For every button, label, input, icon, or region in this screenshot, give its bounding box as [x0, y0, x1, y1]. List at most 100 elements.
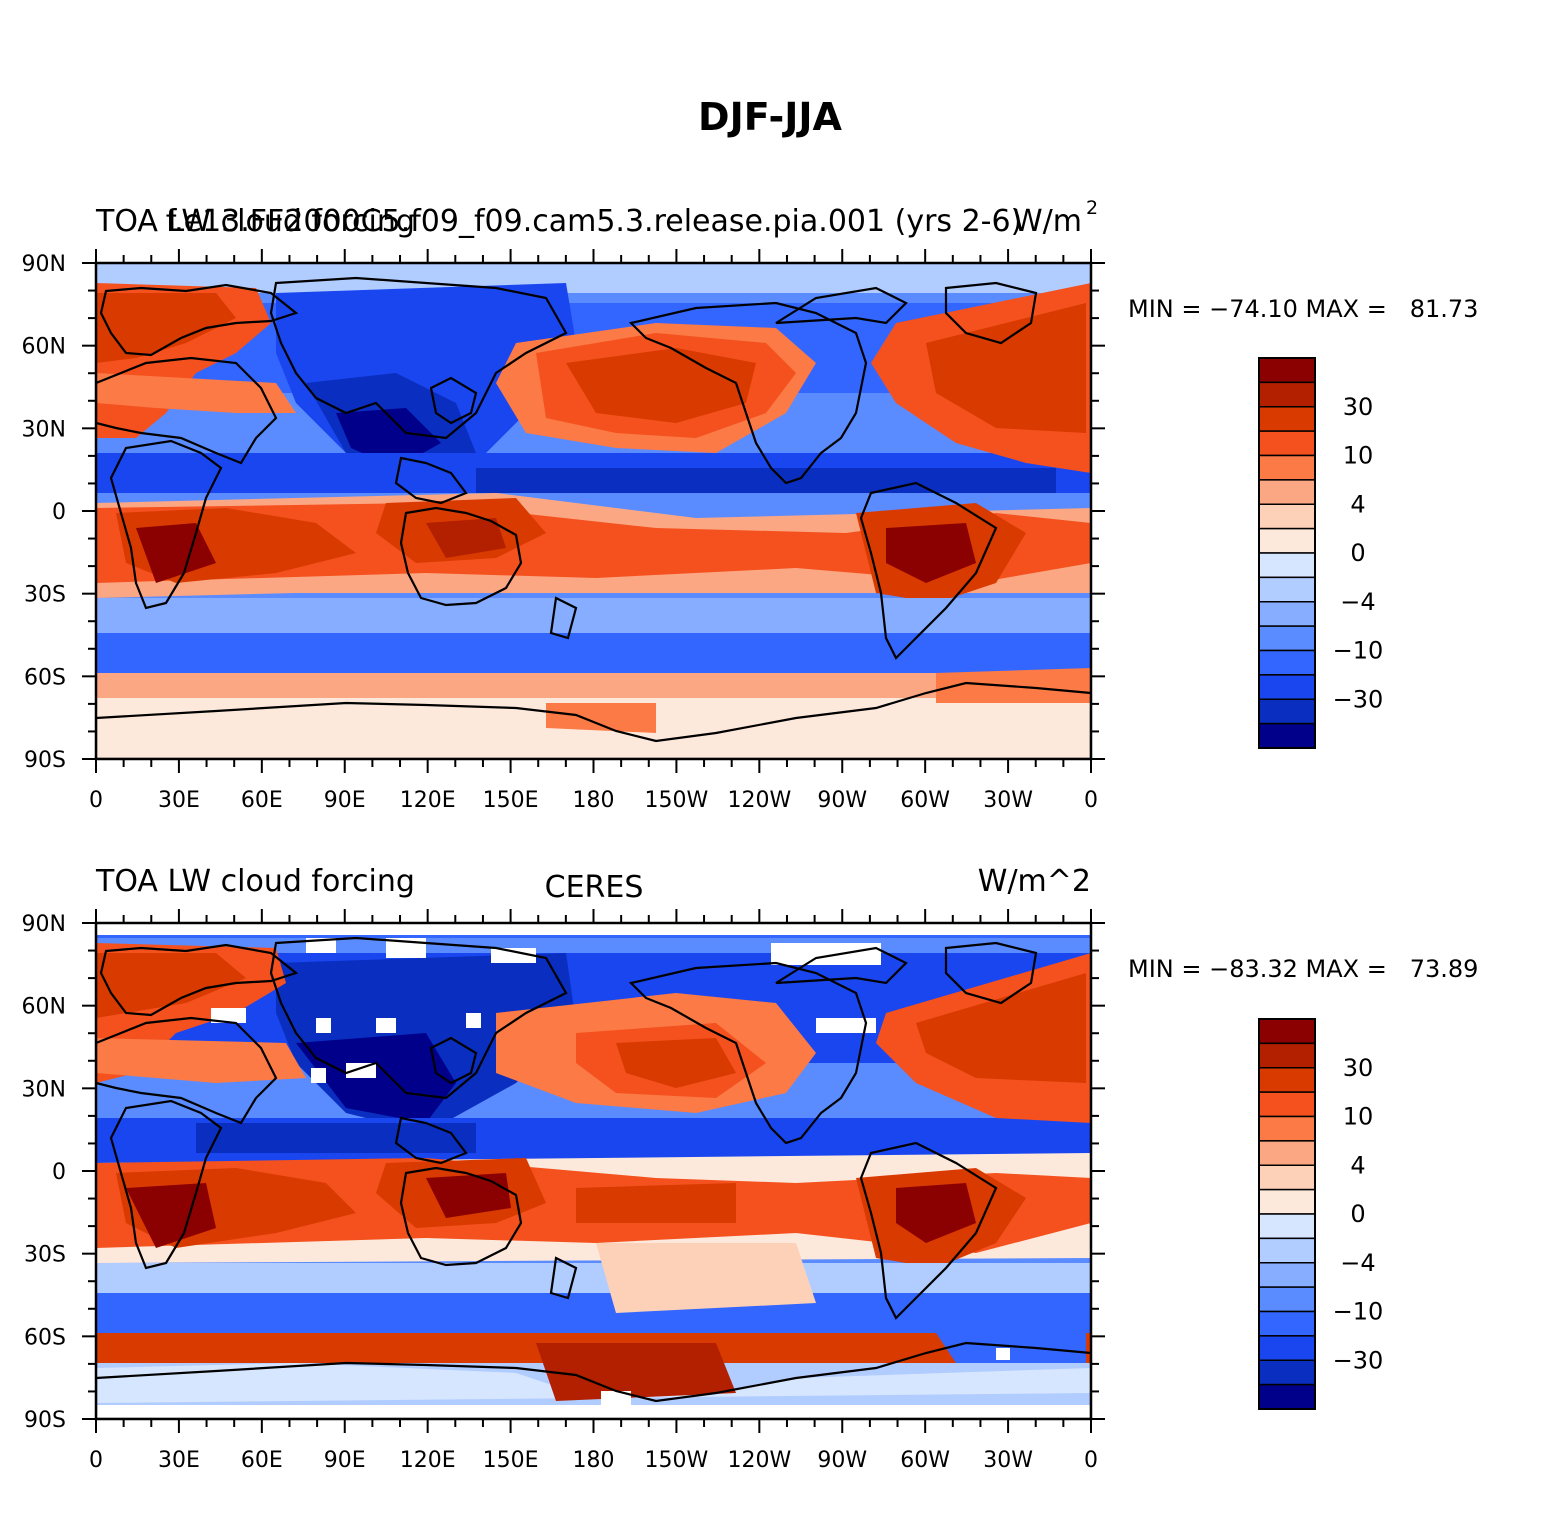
longitude-label: 120E	[400, 788, 456, 813]
colorbar-swatch	[1258, 1237, 1316, 1264]
colorbar-swatch	[1258, 1335, 1316, 1361]
latitude-labels: 90N 60N 30N 0 30S 60S 90S	[22, 912, 66, 1433]
colorbar-swatch	[1258, 454, 1316, 481]
colorbar-swatch	[1258, 649, 1316, 676]
colorbar-label: 4	[1350, 1151, 1365, 1179]
colorbar-swatch	[1258, 381, 1316, 408]
panel-units: W/m	[1013, 204, 1082, 239]
colorbar-swatch	[1258, 1091, 1316, 1118]
longitude-label: 60E	[241, 788, 283, 813]
colorbar-label: 4	[1350, 490, 1365, 518]
axis-ticks	[82, 909, 1105, 1433]
colorbar-swatch	[1258, 1310, 1316, 1337]
latitude-label: 60S	[24, 1325, 66, 1350]
longitude-label: 120W	[727, 788, 791, 813]
colorbar-swatch	[1258, 1359, 1316, 1386]
model-field	[96, 263, 1091, 759]
latitude-label: 30N	[22, 1077, 66, 1102]
panel-left-title: TOA LW cloud forcing	[95, 204, 415, 239]
colorbar-swatch	[1258, 1383, 1316, 1410]
latitude-label: 60N	[22, 995, 66, 1020]
longitude-label: 30E	[158, 788, 200, 813]
colorbar-swatch	[1258, 698, 1316, 725]
colorbar-label: −30	[1333, 1346, 1384, 1374]
colorbar-swatch	[1258, 1188, 1316, 1215]
colorbar-swatch	[1258, 576, 1316, 603]
colorbar-label: 0	[1350, 1200, 1365, 1228]
panel-center-title: CERES	[545, 870, 644, 905]
longitude-label: 180	[573, 1448, 615, 1473]
latitude-label: 90S	[24, 1408, 66, 1433]
longitude-label: 30W	[983, 788, 1033, 813]
longitude-label: 0	[1084, 788, 1098, 813]
colorbar-swatch	[1258, 1115, 1316, 1142]
latitude-label: 0	[52, 500, 66, 525]
longitude-label: 90E	[324, 788, 366, 813]
longitude-label: 0	[89, 1448, 103, 1473]
latitude-label: 30N	[22, 417, 66, 442]
panel-left-title: TOA LW cloud forcing	[95, 864, 415, 899]
colorbar-swatch	[1258, 722, 1316, 749]
latitude-label: 0	[52, 1160, 66, 1185]
colorbar-label: 10	[1343, 1103, 1374, 1131]
panel-ceres: TOA LW cloud forcing CERES W/m^2	[22, 864, 1479, 1473]
longitude-label: 90E	[324, 1448, 366, 1473]
colorbar: 30 10 4 0 −4 −10 −30	[1258, 1018, 1384, 1410]
longitude-labels: 0 30E 60E 90E 120E 150E 180 150W 120W 90W 60W 30W 0	[89, 788, 1098, 813]
colorbar-swatch	[1258, 552, 1316, 579]
longitude-label: 90W	[817, 788, 867, 813]
latitude-label: 60S	[24, 665, 66, 690]
latitude-label: 90S	[24, 748, 66, 773]
longitude-label: 30W	[983, 1448, 1033, 1473]
longitude-label: 180	[573, 788, 615, 813]
figure-title: DJF-JJA	[698, 95, 843, 139]
axis-ticks	[82, 249, 1105, 773]
colorbar: 30 10 4 0 −4 −10 −30	[1258, 357, 1384, 749]
colorbar-swatch	[1258, 674, 1316, 700]
longitude-label: 120E	[400, 1448, 456, 1473]
longitude-label: 30E	[158, 1448, 200, 1473]
colorbar-swatch	[1258, 601, 1316, 627]
latitude-label: 90N	[22, 252, 66, 277]
colorbar-swatch	[1258, 1164, 1316, 1191]
colorbar-label: −4	[1340, 1249, 1375, 1277]
longitude-label: 150E	[483, 788, 539, 813]
longitude-label: 150W	[645, 788, 709, 813]
longitude-label: 150E	[483, 1448, 539, 1473]
longitude-label: 0	[89, 788, 103, 813]
longitude-label: 60W	[900, 788, 950, 813]
latitude-label: 30S	[24, 583, 66, 608]
colorbar-swatch	[1258, 503, 1316, 530]
latitude-labels: 90N 60N 30N 0 30S 60S 90S	[22, 252, 66, 773]
colorbar-swatch	[1258, 406, 1316, 432]
longitude-label: 120W	[727, 1448, 791, 1473]
colorbar-swatch	[1258, 1286, 1316, 1313]
colorbar-label: −4	[1340, 588, 1375, 616]
longitude-label: 60E	[241, 1448, 283, 1473]
longitude-label: 0	[1084, 1448, 1098, 1473]
colorbar-label: −10	[1333, 637, 1384, 665]
colorbar-swatch	[1258, 625, 1316, 652]
colorbar-swatch	[1258, 357, 1316, 384]
colorbar-label: 10	[1343, 442, 1374, 470]
colorbar-swatch	[1258, 527, 1316, 554]
latitude-label: 90N	[22, 912, 66, 937]
colorbar-label: 30	[1343, 393, 1374, 421]
colorbar-label: −10	[1333, 1298, 1384, 1326]
colorbar-swatch	[1258, 1262, 1316, 1288]
colorbar-swatch	[1258, 1018, 1316, 1045]
colorbar-swatch	[1258, 479, 1316, 505]
latitude-label: 30S	[24, 1243, 66, 1268]
colorbar-label: 0	[1350, 539, 1365, 567]
latitude-label: 60N	[22, 335, 66, 360]
min-max-label: MIN = −83.32 MAX = 73.89	[1128, 955, 1478, 983]
colorbar-label: −30	[1333, 685, 1384, 713]
colorbar-swatch	[1258, 430, 1316, 457]
panel-model: TOA LW cloud forcing f.e13.FF2000C5.f09_…	[22, 197, 1479, 813]
colorbar-label: 30	[1343, 1054, 1374, 1082]
panel-units: W/m^2	[978, 864, 1091, 899]
min-max-label: MIN = −74.10 MAX = 81.73	[1128, 295, 1478, 323]
longitude-label: 60W	[900, 1448, 950, 1473]
longitude-label: 150W	[645, 1448, 709, 1473]
